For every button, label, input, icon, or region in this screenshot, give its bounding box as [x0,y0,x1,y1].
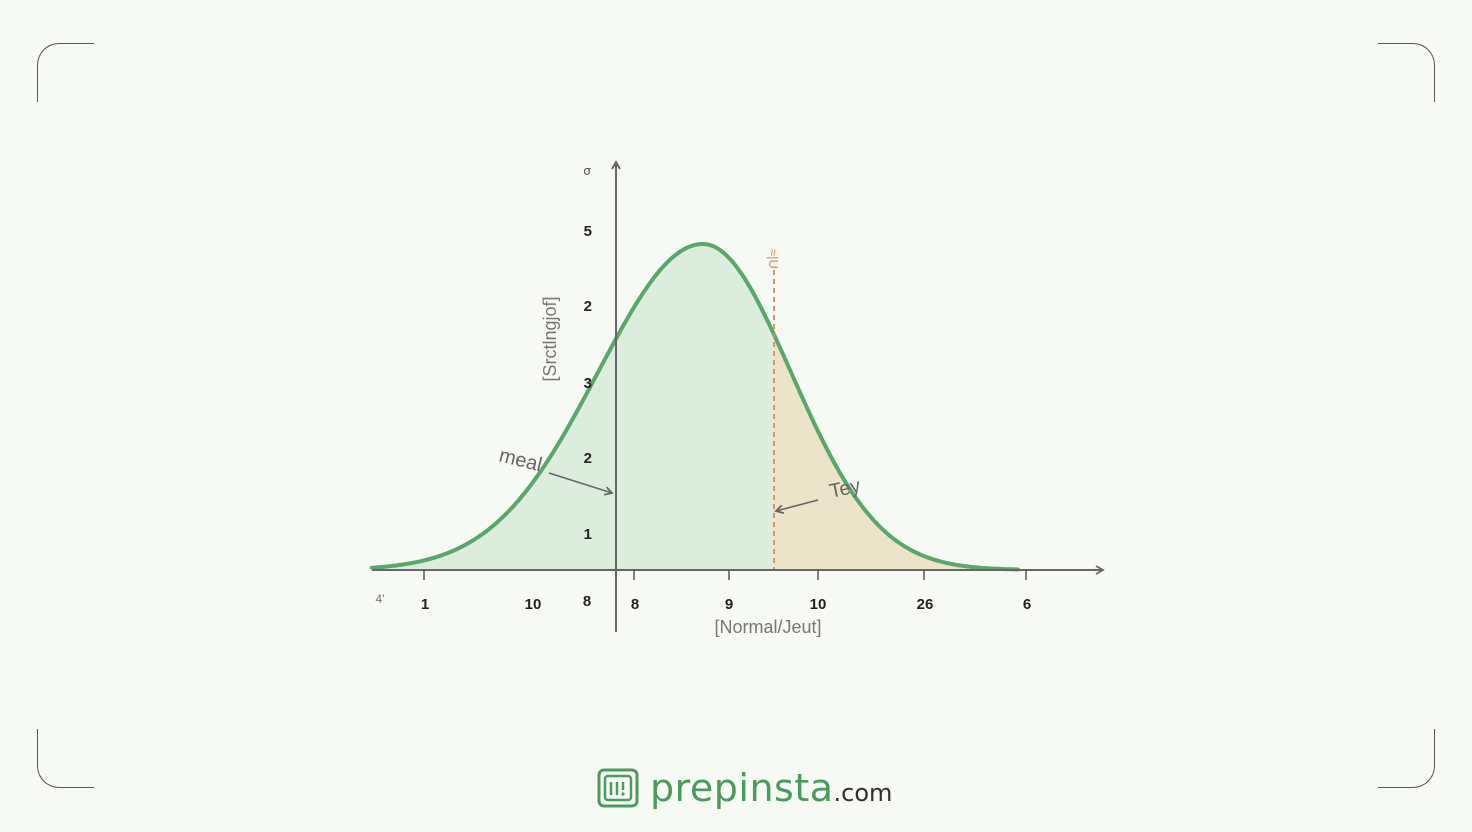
y-tick-label: 1 [584,526,592,543]
frame-corner-bottom-right [1378,729,1435,788]
left-shaded-area [372,244,774,570]
annotation-arrow-right [774,499,819,514]
brand-wordmark: prepinsta.com [650,769,892,807]
x-corner-label: 4' [376,592,385,606]
brand-domain: .com [833,779,893,807]
y-tick-label: 2 [584,298,592,315]
prepinsta-logo[interactable]: prepinsta.com [596,764,892,812]
y-tick-label: 3 [584,375,592,392]
x-tick-label: 10 [810,596,827,613]
x-tick-label: 6 [1023,596,1031,613]
y-tick-label: 5 [584,223,592,240]
x-tick-label: 10 [525,596,542,613]
frame-corner-top-right [1378,43,1435,102]
y-axis-top-label: σ [583,164,591,178]
normal-distribution-chart: 1 10 8 9 10 26 6 8 4' 1 2 3 2 5 σ [Srctl… [370,160,1105,637]
x-tick-label: 26 [917,596,934,613]
x-tick-label: 8 [631,596,639,613]
frame-corner-bottom-left [37,729,94,788]
x-axis-title: [Normal/Jeut] [714,617,821,637]
frame-corner-top-left [37,43,94,102]
distribution-curve [370,242,1020,572]
annotation-label-left: meal [497,445,544,477]
y-axis-title: [Srctlngjof] [540,296,560,381]
threshold-label: ≈|U [766,249,781,269]
y-tick-label: 2 [584,450,592,467]
brand-name: prepinsta [650,766,834,810]
x-tick-label: 9 [725,596,733,613]
prepinsta-logo-icon [597,768,639,808]
x-tick-label: 1 [421,596,429,613]
annotation-arrow-left [548,472,614,496]
right-shaded-area [774,334,1018,570]
x-origin-label: 8 [583,593,591,610]
